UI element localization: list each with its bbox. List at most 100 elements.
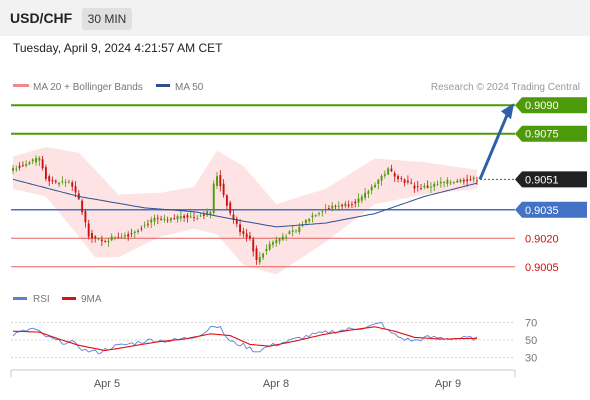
candle-body bbox=[304, 219, 307, 224]
candle-body bbox=[18, 165, 21, 168]
candle-body bbox=[189, 216, 192, 218]
candle-body bbox=[146, 223, 149, 225]
candle-body bbox=[281, 236, 284, 240]
candle-body bbox=[308, 218, 311, 222]
candle-body bbox=[248, 235, 251, 239]
candle-body bbox=[84, 210, 87, 223]
rsi-line bbox=[12, 321, 478, 355]
candle-body bbox=[347, 204, 350, 207]
last-price-label: 0.9051 bbox=[525, 174, 559, 186]
candle-body bbox=[334, 205, 337, 207]
x-tick-label: Apr 8 bbox=[263, 378, 289, 390]
candle-body bbox=[443, 181, 446, 183]
candle-body bbox=[199, 215, 202, 217]
candle-body bbox=[28, 162, 31, 165]
candle-body bbox=[193, 217, 195, 219]
candle-body bbox=[268, 243, 271, 250]
candle-body bbox=[225, 195, 228, 206]
candle-body bbox=[314, 215, 317, 217]
candle-body bbox=[321, 211, 324, 213]
candle-body bbox=[163, 218, 166, 221]
candle-body bbox=[183, 215, 186, 218]
candle-body bbox=[31, 159, 34, 162]
bollinger-band-area bbox=[13, 147, 477, 275]
candle-body bbox=[416, 186, 419, 187]
candle-body bbox=[472, 177, 475, 180]
candle-body bbox=[393, 173, 396, 177]
rsi-tick-label: 30 bbox=[525, 353, 537, 365]
resistance-tag bbox=[515, 125, 587, 142]
candle-body bbox=[229, 202, 232, 214]
candle-body bbox=[91, 232, 93, 239]
legend-rsi-swatch bbox=[13, 297, 27, 300]
candle-body bbox=[380, 175, 383, 181]
candle-body bbox=[469, 179, 472, 181]
symbol-title: USD/CHF bbox=[10, 10, 73, 26]
candle-body bbox=[150, 219, 153, 223]
resistance-tag bbox=[515, 97, 587, 114]
candle-body bbox=[370, 186, 373, 191]
candle-body bbox=[166, 219, 169, 221]
candle-body bbox=[390, 168, 393, 172]
candle-body bbox=[354, 201, 357, 204]
candle-body bbox=[48, 176, 51, 182]
candle-body bbox=[413, 185, 416, 189]
candle-body bbox=[133, 231, 136, 233]
candle-body bbox=[35, 157, 37, 163]
candle-body bbox=[123, 235, 126, 237]
candle-body bbox=[423, 185, 426, 188]
legend-ma50-swatch bbox=[156, 84, 170, 87]
legend-bollinger-label: MA 20 + Bollinger Bands bbox=[33, 82, 143, 93]
timestamp: Tuesday, April 9, 2024 4:21:57 AM CET bbox=[13, 41, 223, 55]
rsi-ma-line bbox=[12, 326, 478, 352]
candle-body bbox=[100, 239, 103, 242]
candle-body bbox=[377, 179, 380, 184]
candle-body bbox=[74, 186, 77, 193]
candle-body bbox=[245, 233, 248, 238]
candle-body bbox=[196, 217, 199, 219]
candle-body bbox=[130, 233, 133, 234]
timeframe-button[interactable]: 30 MIN bbox=[82, 8, 132, 30]
candle-body bbox=[397, 176, 399, 179]
candle-body bbox=[344, 203, 347, 207]
candle-body bbox=[160, 218, 163, 220]
x-tick-label: Apr 9 bbox=[435, 378, 461, 390]
candle-body bbox=[265, 248, 268, 252]
header-bar: USD/CHF 30 MIN bbox=[0, 0, 590, 36]
candle-body bbox=[275, 239, 278, 243]
candle-body bbox=[153, 217, 156, 222]
candle-body bbox=[41, 159, 44, 169]
candle-body bbox=[298, 226, 301, 232]
candle-body bbox=[439, 181, 442, 184]
candle-body bbox=[97, 238, 100, 240]
pivot-label: 0.9005 bbox=[525, 262, 559, 274]
candle-body bbox=[351, 204, 353, 205]
candle-body bbox=[459, 179, 462, 182]
candle-body bbox=[387, 168, 390, 175]
candle-body bbox=[449, 182, 452, 184]
candle-body bbox=[216, 176, 218, 186]
candle-body bbox=[406, 180, 409, 183]
candle-body bbox=[137, 230, 139, 232]
candle-body bbox=[44, 167, 47, 179]
candle-body bbox=[104, 241, 107, 242]
candle-body bbox=[186, 215, 189, 218]
candle-body bbox=[107, 240, 110, 243]
candle-body bbox=[324, 208, 327, 210]
candle-body bbox=[400, 178, 403, 179]
forecast-arrow-shaft bbox=[478, 114, 509, 180]
candle-body bbox=[222, 183, 225, 196]
candle-body bbox=[258, 257, 261, 263]
candle-body bbox=[209, 212, 212, 215]
candle-body bbox=[38, 157, 41, 161]
candle-body bbox=[219, 175, 222, 187]
candle-body bbox=[383, 174, 386, 176]
ma50-line bbox=[12, 178, 478, 228]
candle-body bbox=[466, 179, 469, 182]
legend-rsi-ma-label: 9MA bbox=[81, 294, 102, 305]
candle-body bbox=[278, 238, 281, 242]
support-label: 0.9035 bbox=[525, 205, 559, 217]
legend-bollinger-swatch bbox=[13, 84, 29, 87]
x-tick-label: Apr 5 bbox=[94, 378, 120, 390]
